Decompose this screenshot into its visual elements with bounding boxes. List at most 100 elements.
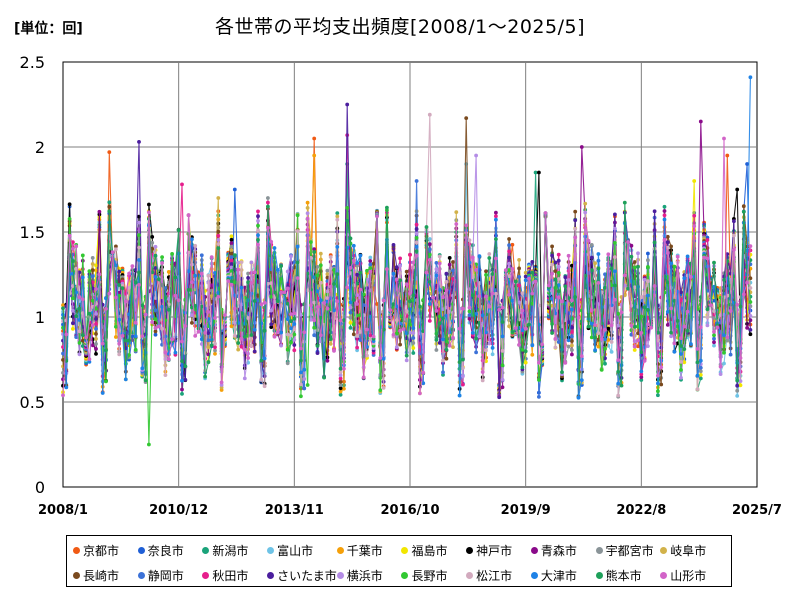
data-point xyxy=(137,258,141,262)
data-point xyxy=(391,332,396,337)
data-point xyxy=(616,358,621,362)
data-point xyxy=(427,252,432,257)
data-point xyxy=(219,380,224,385)
data-point xyxy=(626,286,630,291)
data-point xyxy=(358,270,363,275)
data-point xyxy=(662,238,667,242)
data-point xyxy=(530,280,535,285)
data-point xyxy=(90,298,95,303)
data-point xyxy=(414,222,419,227)
data-point xyxy=(351,332,356,337)
data-point xyxy=(579,378,584,382)
data-point xyxy=(71,246,75,251)
data-point xyxy=(494,237,498,242)
data-point xyxy=(656,330,660,335)
data-point xyxy=(672,341,677,346)
legend-marker-icon xyxy=(660,572,668,579)
data-point xyxy=(517,343,521,347)
data-point xyxy=(414,236,419,240)
data-point xyxy=(632,260,637,264)
data-point xyxy=(381,386,386,390)
data-point xyxy=(639,378,644,382)
data-point xyxy=(325,268,330,273)
data-point xyxy=(454,210,459,215)
data-point xyxy=(520,365,525,370)
data-point xyxy=(593,267,597,271)
data-point xyxy=(616,393,621,398)
legend-marker-icon xyxy=(466,547,474,554)
data-point xyxy=(90,323,95,327)
data-point xyxy=(256,219,260,223)
data-point xyxy=(613,241,617,245)
data-point xyxy=(114,263,118,268)
data-point xyxy=(173,332,178,337)
data-point xyxy=(722,278,726,282)
data-point xyxy=(411,331,416,335)
data-point xyxy=(186,213,191,218)
data-point xyxy=(355,272,359,277)
data-point xyxy=(622,200,627,205)
data-point xyxy=(566,320,571,325)
data-point xyxy=(652,240,657,245)
data-point xyxy=(646,265,650,269)
data-point xyxy=(246,276,251,280)
data-point xyxy=(127,271,131,276)
data-point xyxy=(256,214,260,219)
data-point xyxy=(659,365,664,370)
data-point xyxy=(239,344,244,349)
data-point xyxy=(457,326,462,331)
data-point xyxy=(437,321,442,326)
data-point xyxy=(589,308,594,312)
data-point xyxy=(705,315,710,320)
legend-item: 千葉市 xyxy=(336,540,402,561)
data-point xyxy=(500,363,505,368)
data-point xyxy=(444,280,449,284)
data-point xyxy=(345,285,350,290)
data-point xyxy=(593,348,597,352)
data-point xyxy=(262,384,267,389)
data-point xyxy=(616,311,621,316)
data-point xyxy=(579,145,584,149)
data-point xyxy=(589,321,594,326)
data-point xyxy=(117,317,122,322)
data-point xyxy=(451,277,455,281)
legend-label: 長崎市 xyxy=(83,569,120,583)
data-point xyxy=(441,370,445,375)
data-point xyxy=(190,313,194,318)
data-point xyxy=(467,313,472,317)
data-point xyxy=(309,303,313,308)
data-point xyxy=(639,372,644,377)
data-point xyxy=(117,283,122,287)
data-point xyxy=(507,243,511,248)
data-point xyxy=(712,343,716,348)
data-point xyxy=(550,253,554,258)
data-point xyxy=(632,324,637,329)
data-point xyxy=(67,253,72,257)
data-point xyxy=(80,275,85,280)
data-point xyxy=(461,374,465,379)
y-tick-label: 2 xyxy=(35,138,45,157)
legend-marker-icon xyxy=(137,572,145,579)
data-point xyxy=(391,302,396,307)
data-point xyxy=(229,324,234,329)
data-point xyxy=(398,271,402,275)
data-point xyxy=(252,327,257,332)
data-point xyxy=(213,271,217,275)
data-point xyxy=(114,335,118,339)
data-point xyxy=(318,315,323,320)
legend-label: 静岡市 xyxy=(147,569,184,583)
data-point xyxy=(107,204,112,209)
data-point xyxy=(613,283,617,288)
data-point xyxy=(408,291,412,296)
data-point xyxy=(550,244,554,249)
legend-item: 京都市 xyxy=(73,540,138,561)
legend-label: 青森市 xyxy=(540,544,577,558)
data-point xyxy=(708,303,713,307)
data-point xyxy=(593,335,597,340)
legend-marker-icon xyxy=(595,572,603,579)
legend-label: 富山市 xyxy=(277,544,314,558)
data-point xyxy=(593,279,597,284)
data-point xyxy=(305,206,310,210)
data-point xyxy=(570,348,574,352)
data-point xyxy=(679,360,683,364)
